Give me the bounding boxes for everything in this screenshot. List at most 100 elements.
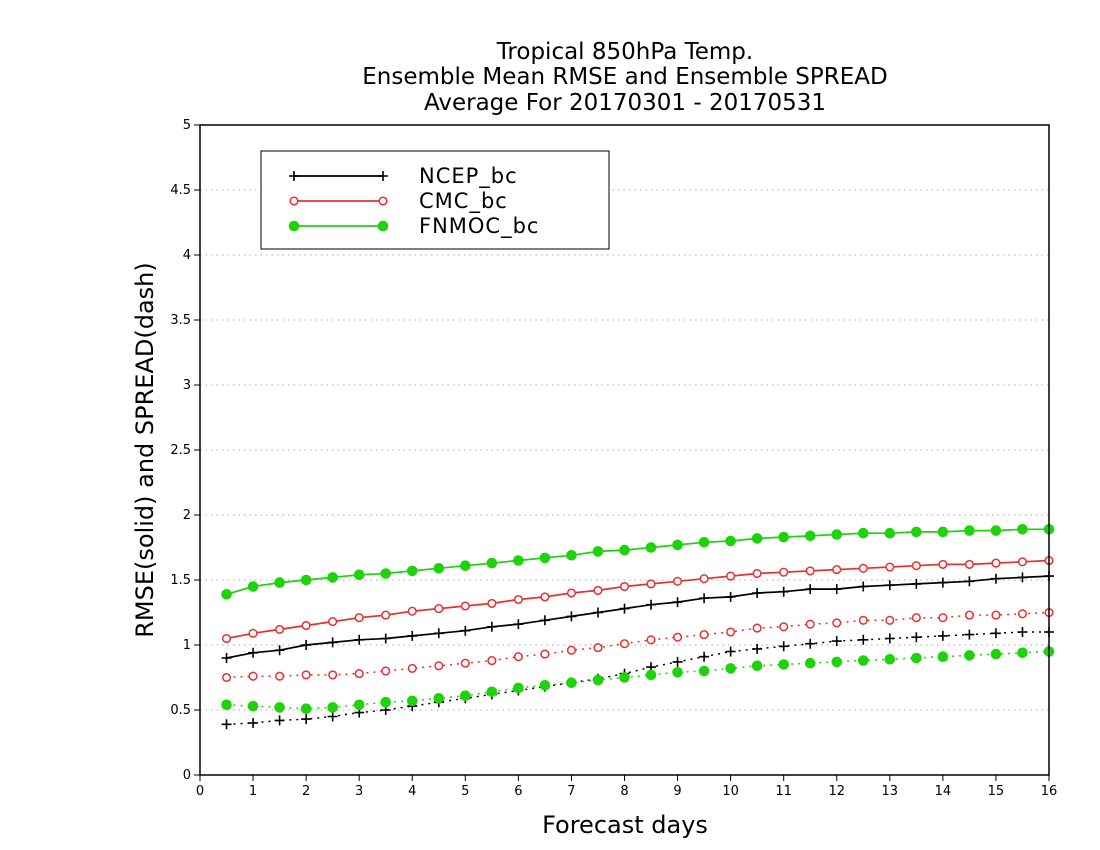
x-tick-label: 5 xyxy=(461,784,469,799)
fnmoc-bc-rmse-point xyxy=(884,527,896,539)
cmc-bc-spread-point xyxy=(991,610,1001,620)
ncep-bc-rmse-point xyxy=(964,576,975,587)
cmc-bc-spread-point xyxy=(1017,609,1028,619)
fnmoc-bc-rmse-point xyxy=(380,568,392,579)
cmc-bc-rmse-point xyxy=(752,568,762,579)
ncep-bc-rmse-point xyxy=(990,573,1001,584)
cmc-bc-spread-point xyxy=(885,615,895,625)
ncep-bc-spread-point xyxy=(672,656,683,667)
fnmoc-bc-spread-point xyxy=(990,648,1002,660)
cmc-bc-rmse-point xyxy=(619,581,630,592)
fnmoc-bc-spread-point xyxy=(778,659,789,670)
gridlines xyxy=(200,189,1049,711)
ncep-bc-rmse-point xyxy=(327,637,338,648)
fnmoc-bc-rmse-point xyxy=(247,581,259,592)
fnmoc-bc-rmse-point xyxy=(592,546,604,557)
y-tick-label: 0 xyxy=(183,768,191,783)
fnmoc-bc-rmse-point xyxy=(751,533,763,544)
ncep-bc-spread-point xyxy=(858,634,869,645)
ncep-bc-rmse-point xyxy=(646,599,657,610)
ncep-bc-rmse-point xyxy=(407,630,418,641)
fnmoc-bc-rmse-point xyxy=(831,529,843,540)
ncep-bc-spread-point xyxy=(990,628,1001,639)
plot-frame xyxy=(199,124,1050,776)
fnmoc-bc-spread-line xyxy=(226,650,1050,710)
y-tick-label: 4.5 xyxy=(170,183,191,198)
cmc-bc-spread-point xyxy=(566,645,576,655)
cmc-bc-rmse-point xyxy=(513,594,523,605)
fnmoc-bc-spread-point xyxy=(460,690,471,702)
fnmoc-bc-spread-point xyxy=(645,669,657,681)
x-tick-label: 3 xyxy=(355,784,363,799)
ncep-bc-rmse-point xyxy=(274,645,285,656)
fnmoc-bc-rmse-point xyxy=(406,565,418,577)
cmc-bc-spread-point xyxy=(752,623,762,633)
fnmoc-bc-rmse-point xyxy=(513,555,524,566)
ncep-bc-spread-point xyxy=(752,643,763,654)
y-tick-label: 1 xyxy=(183,638,191,653)
cmc-bc-spread-point xyxy=(779,622,789,632)
ncep-bc-rmse-point xyxy=(805,584,816,595)
ncep-bc-spread-point xyxy=(884,633,895,644)
fnmoc-bc-spread-point xyxy=(247,700,259,712)
cmc-bc-spread-point xyxy=(938,613,948,623)
fnmoc-bc-spread-point xyxy=(884,654,896,665)
fnmoc-bc-spread-point xyxy=(725,663,736,674)
fnmoc-bc-spread-point xyxy=(380,696,392,708)
cmc-bc-spread-point xyxy=(487,656,497,666)
cmc-bc-spread-point xyxy=(248,671,258,681)
ncep-bc-rmse-point xyxy=(513,619,524,630)
cmc-bc-rmse-point xyxy=(938,559,948,569)
ncep-bc-rmse-line xyxy=(226,575,1050,659)
fnmoc-bc-rmse-point xyxy=(486,557,498,569)
cmc-bc-rmse-point xyxy=(593,585,603,595)
chart-title: Tropical 850hPa Temp. Ensemble Mean RMSE… xyxy=(362,39,887,116)
x-tick-label: 14 xyxy=(935,784,952,799)
y-tick-label: 3.5 xyxy=(170,313,191,328)
cmc-bc-rmse-point xyxy=(646,579,656,589)
fnmoc-bc-rmse-point xyxy=(539,552,551,564)
x-tick-label: 13 xyxy=(882,784,899,799)
cmc-bc-rmse-point xyxy=(673,576,683,586)
cmc-bc-spread-point xyxy=(407,663,417,673)
cmc-bc-rmse-point xyxy=(381,610,391,620)
fnmoc-bc-rmse-point xyxy=(804,530,816,542)
cmc-bc-spread-point xyxy=(646,635,656,645)
cmc-bc-spread-point xyxy=(513,652,523,662)
cmc-bc-rmse-point xyxy=(964,559,974,569)
legend-label-cmc-bc: CMC_bc xyxy=(419,189,508,214)
fnmoc-bc-rmse-point xyxy=(990,525,1002,536)
cmc-bc-rmse-point xyxy=(991,558,1001,568)
ncep-bc-spread-point xyxy=(301,714,312,725)
fnmoc-bc-rmse-point xyxy=(645,542,657,553)
ncep-bc-rmse-point xyxy=(831,584,842,595)
x-tick-label: 11 xyxy=(775,784,792,799)
y-tick-label: 0.5 xyxy=(170,703,191,718)
cmc-bc-spread-point xyxy=(964,610,974,620)
legend-label-fnmoc-bc: FNMOC_bc xyxy=(419,214,539,239)
ncep-bc-spread-point xyxy=(699,651,710,662)
ncep-bc-rmse-point xyxy=(778,586,789,597)
cmc-bc-rmse-point xyxy=(328,617,338,627)
cmc-bc-rmse-point xyxy=(221,633,232,644)
cmc-bc-spread-point xyxy=(301,670,311,680)
cmc-bc-rmse-point xyxy=(434,604,444,614)
x-tick-label: 15 xyxy=(988,784,1005,799)
cmc-bc-spread-point xyxy=(805,619,815,629)
legend-marker-ncep-bc xyxy=(289,171,299,181)
x-tick-label: 10 xyxy=(722,784,739,799)
ncep-bc-rmse-point xyxy=(433,628,444,639)
y-tick-label: 2.5 xyxy=(170,443,191,458)
fnmoc-bc-rmse-point xyxy=(566,550,577,561)
fnmoc-bc-spread-point xyxy=(327,702,338,713)
x-tick-label: 2 xyxy=(302,784,310,799)
fnmoc-bc-rmse-point xyxy=(327,572,338,583)
fnmoc-bc-rmse-point xyxy=(433,563,445,574)
fnmoc-bc-rmse-point xyxy=(460,560,471,572)
x-tick-label: 12 xyxy=(828,784,845,799)
ncep-bc-rmse-point xyxy=(380,633,391,644)
ncep-bc-spread-point xyxy=(725,646,736,657)
legend-marker-fnmoc-bc xyxy=(288,220,300,232)
ncep-bc-rmse-point xyxy=(566,611,577,622)
